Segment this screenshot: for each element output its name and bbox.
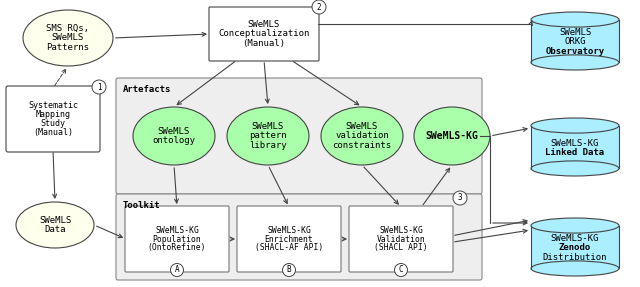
Text: 3: 3: [458, 193, 462, 203]
Text: SMS RQs,: SMS RQs,: [47, 24, 90, 33]
Text: SWeMLS: SWeMLS: [252, 122, 284, 131]
Text: ontology: ontology: [152, 136, 195, 146]
Circle shape: [170, 263, 184, 276]
Text: Mapping: Mapping: [35, 110, 70, 119]
Text: Systematic: Systematic: [28, 101, 78, 110]
Bar: [531, 125, 619, 168]
Ellipse shape: [227, 107, 309, 165]
Ellipse shape: [531, 12, 619, 27]
Text: (OntoRefine): (OntoRefine): [148, 243, 206, 252]
Text: (SHACL-AF API): (SHACL-AF API): [255, 243, 323, 252]
FancyBboxPatch shape: [125, 206, 229, 272]
Circle shape: [453, 191, 467, 205]
Ellipse shape: [531, 55, 619, 70]
FancyBboxPatch shape: [6, 86, 100, 152]
Text: Toolkit: Toolkit: [123, 201, 161, 210]
Ellipse shape: [414, 107, 490, 165]
Text: SWeMLS-KG: SWeMLS-KG: [426, 131, 479, 141]
FancyBboxPatch shape: [209, 7, 319, 61]
Text: library: library: [249, 141, 287, 150]
Ellipse shape: [23, 10, 113, 66]
Text: Zenodo: Zenodo: [559, 243, 591, 252]
Text: ORKG: ORKG: [564, 37, 586, 46]
Text: Linked Data: Linked Data: [545, 148, 605, 157]
Ellipse shape: [531, 261, 619, 276]
FancyBboxPatch shape: [116, 194, 482, 280]
Text: Patterns: Patterns: [47, 43, 90, 52]
Ellipse shape: [321, 107, 403, 165]
Ellipse shape: [531, 218, 619, 233]
FancyBboxPatch shape: [349, 206, 453, 272]
Text: Study: Study: [40, 119, 65, 128]
Text: SWeMLS: SWeMLS: [52, 34, 84, 42]
Text: Data: Data: [44, 225, 66, 234]
Text: (SHACL API): (SHACL API): [374, 243, 428, 252]
FancyBboxPatch shape: [237, 206, 341, 272]
Text: Validation: Validation: [376, 234, 426, 243]
Text: SWeMLS: SWeMLS: [559, 28, 591, 37]
Circle shape: [92, 80, 106, 94]
Text: Artefacts: Artefacts: [123, 84, 172, 94]
Text: (Manual): (Manual): [243, 39, 285, 48]
Text: SWeMLS-KG: SWeMLS-KG: [551, 234, 599, 243]
Circle shape: [312, 0, 326, 14]
Text: validation: validation: [335, 131, 389, 141]
Text: constraints: constraints: [332, 141, 392, 150]
Bar: [531, 226, 619, 268]
Text: pattern: pattern: [249, 131, 287, 141]
Ellipse shape: [531, 118, 619, 133]
Text: B: B: [287, 265, 291, 274]
Text: 1: 1: [97, 82, 101, 92]
Text: Population: Population: [152, 234, 202, 243]
Text: C: C: [399, 265, 403, 274]
Text: SWeMLS-KG: SWeMLS-KG: [551, 139, 599, 148]
FancyBboxPatch shape: [116, 78, 482, 194]
Text: SWeMLS: SWeMLS: [39, 216, 71, 225]
Ellipse shape: [133, 107, 215, 165]
Ellipse shape: [531, 161, 619, 176]
Text: Enrichment: Enrichment: [264, 234, 314, 243]
Text: SWeMLS: SWeMLS: [158, 127, 190, 136]
Text: (Manual): (Manual): [33, 128, 73, 137]
Text: SWeMLS-KG: SWeMLS-KG: [267, 226, 311, 235]
Text: SWeMLS: SWeMLS: [346, 122, 378, 131]
Text: 2: 2: [317, 3, 321, 11]
Circle shape: [394, 263, 408, 276]
Text: Distribution: Distribution: [543, 253, 607, 262]
Circle shape: [282, 263, 296, 276]
Text: SWeMLS-KG: SWeMLS-KG: [379, 226, 423, 235]
Bar: [531, 20, 619, 63]
Text: SWeMLS: SWeMLS: [248, 20, 280, 29]
Text: SWeMLS-KG: SWeMLS-KG: [155, 226, 199, 235]
Text: A: A: [175, 265, 179, 274]
Text: Conceptualization: Conceptualization: [218, 30, 310, 38]
Text: Observatory: Observatory: [545, 47, 605, 56]
Ellipse shape: [16, 202, 94, 248]
